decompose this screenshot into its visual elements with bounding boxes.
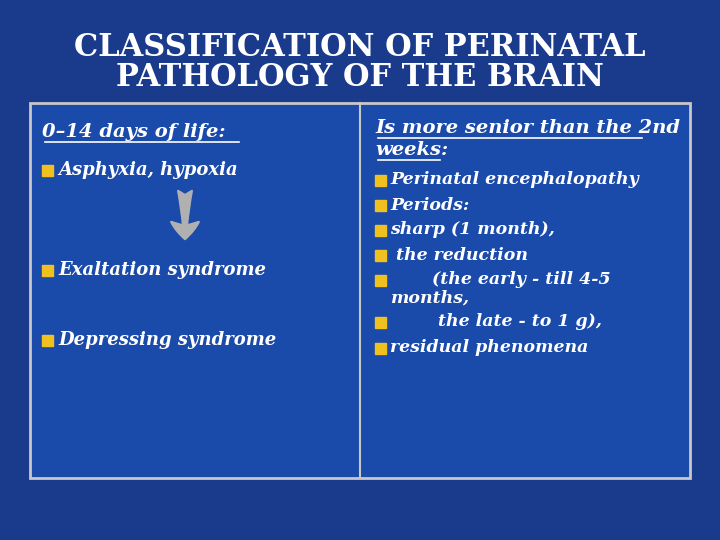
Text: Exaltation syndrome: Exaltation syndrome [58, 261, 266, 279]
Bar [42, 265, 53, 275]
Text: the late - to 1 g),: the late - to 1 g), [390, 314, 602, 330]
Bar [375, 249, 386, 260]
Text: (the early - till 4-5: (the early - till 4-5 [390, 272, 611, 288]
Text: sharp (1 month),: sharp (1 month), [390, 221, 554, 239]
Text: Is more senior than the 2nd: Is more senior than the 2nd [375, 119, 680, 137]
Bar [375, 225, 386, 235]
Bar [375, 199, 386, 211]
Bar [375, 316, 386, 327]
Text: 0–14 days of life:: 0–14 days of life: [42, 123, 225, 141]
Text: months,: months, [390, 289, 469, 307]
Text: residual phenomena: residual phenomena [390, 340, 588, 356]
Text: the reduction: the reduction [390, 246, 528, 264]
Bar [375, 174, 386, 186]
Text: Asphyxia, hypoxia: Asphyxia, hypoxia [58, 161, 238, 179]
Text: weeks:: weeks: [375, 141, 449, 159]
FancyBboxPatch shape [30, 103, 690, 478]
Bar [42, 165, 53, 176]
Bar [375, 342, 386, 354]
Text: Periods:: Periods: [390, 197, 469, 213]
Text: PATHOLOGY OF THE BRAIN: PATHOLOGY OF THE BRAIN [116, 63, 604, 93]
Bar [375, 274, 386, 286]
Text: Perinatal encephalopathy: Perinatal encephalopathy [390, 172, 639, 188]
Text: Depressing syndrome: Depressing syndrome [58, 331, 276, 349]
Bar [42, 334, 53, 346]
Text: CLASSIFICATION OF PERINATAL: CLASSIFICATION OF PERINATAL [74, 32, 646, 64]
